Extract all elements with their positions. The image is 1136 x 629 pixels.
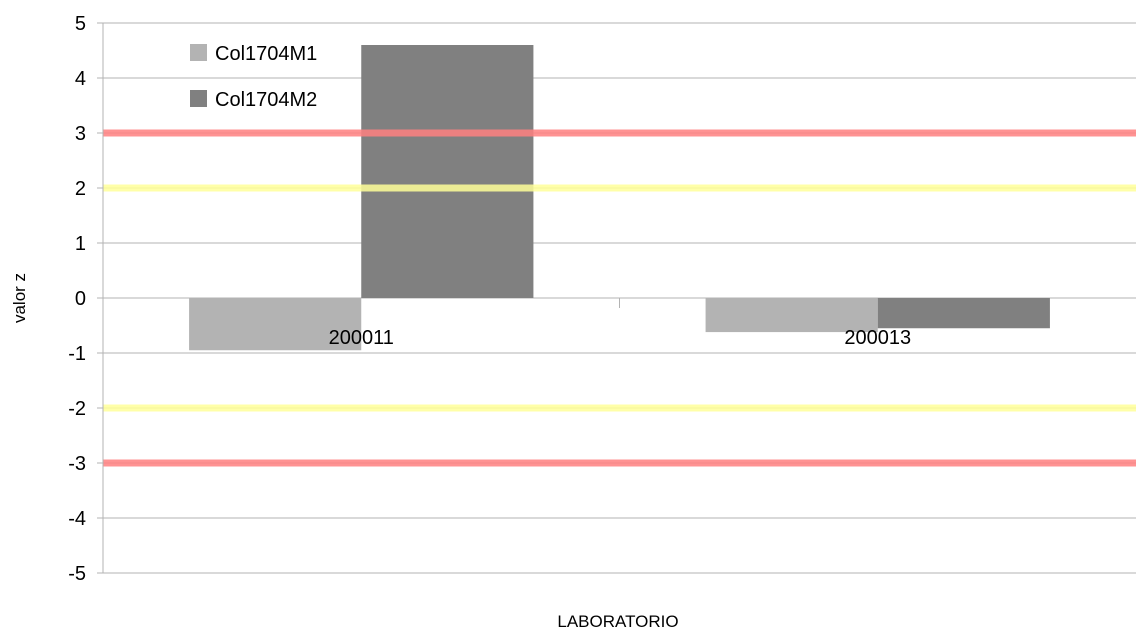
legend-label: Col1704M2 bbox=[215, 89, 317, 111]
y-tick-label: 0 bbox=[75, 288, 86, 310]
x-axis-title: LABORATORIO bbox=[557, 612, 678, 629]
bar-Col1704M1-200013 bbox=[705, 298, 878, 333]
legend-swatch bbox=[190, 90, 207, 107]
bar-Col1704M2-200011 bbox=[361, 45, 534, 298]
category-label: 200013 bbox=[844, 327, 911, 349]
y-tick-label: -5 bbox=[68, 563, 86, 585]
y-axis-title: valor z bbox=[10, 273, 29, 323]
y-tick-label: -1 bbox=[68, 343, 86, 365]
bar-Col1704M2-200013 bbox=[877, 298, 1050, 329]
y-tick-label: -2 bbox=[68, 398, 86, 420]
legend-swatch bbox=[190, 44, 207, 61]
y-tick-label: 4 bbox=[75, 68, 86, 90]
y-tick-label: 1 bbox=[75, 233, 86, 255]
bars bbox=[189, 45, 1050, 351]
legend-label: Col1704M1 bbox=[215, 43, 317, 65]
axes bbox=[102, 23, 620, 573]
y-tick-label: 5 bbox=[75, 13, 86, 35]
y-tick-label: -4 bbox=[68, 508, 86, 530]
y-tick-label: 3 bbox=[75, 123, 86, 145]
y-tick-label: -3 bbox=[68, 453, 86, 475]
y-tick-label: 2 bbox=[75, 178, 86, 200]
category-labels: 200011 200013 bbox=[329, 327, 912, 349]
y-tick-labels: 5 4 3 2 1 0 -1 -2 -3 -4 -5 bbox=[68, 13, 86, 585]
category-label: 200011 bbox=[329, 327, 394, 349]
bar-Col1704M1-200011 bbox=[189, 298, 362, 351]
legend: Col1704M1 Col1704M2 bbox=[190, 43, 317, 111]
reference-lines bbox=[103, 129, 1136, 467]
